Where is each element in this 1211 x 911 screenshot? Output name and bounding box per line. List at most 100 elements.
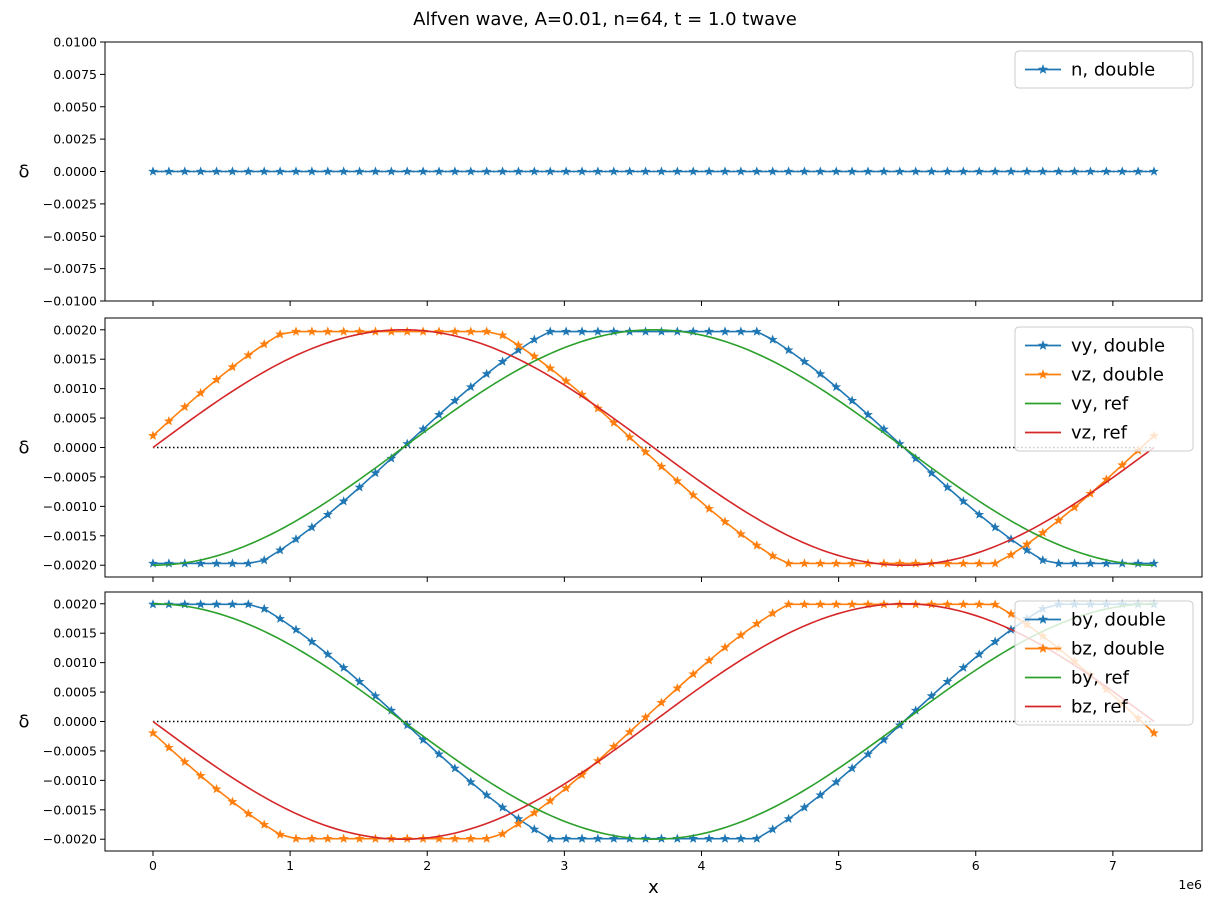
data-point bbox=[497, 356, 508, 366]
data-point bbox=[799, 356, 810, 366]
x-tick-label: 5 bbox=[835, 858, 843, 873]
data-point bbox=[306, 326, 317, 336]
data-point bbox=[243, 558, 254, 568]
data-point bbox=[561, 375, 572, 386]
data-point bbox=[434, 749, 444, 759]
data-point bbox=[259, 339, 270, 349]
data-point bbox=[958, 166, 969, 176]
data-point bbox=[195, 599, 206, 609]
data-point bbox=[990, 522, 1001, 532]
data-layer bbox=[148, 166, 1159, 176]
data-point bbox=[1053, 515, 1064, 525]
y-tick-label: −0.0005 bbox=[43, 743, 97, 758]
panel-1: −0.0100 −0.0075 −0.0050 −0.0025 0.0000 0.0025… bbox=[18, 35, 1203, 309]
panels: −0.0100 −0.0075 −0.0050 −0.0025 0.0000 0.0025… bbox=[18, 35, 1203, 898]
data-point bbox=[338, 496, 349, 506]
series-line-3 bbox=[152, 602, 1155, 841]
data-point bbox=[688, 668, 699, 679]
data-point bbox=[910, 166, 921, 176]
data-point bbox=[354, 326, 365, 336]
data-point bbox=[990, 166, 1001, 176]
data-point bbox=[291, 534, 301, 544]
data-point bbox=[942, 166, 953, 176]
data-point bbox=[465, 776, 476, 787]
data-point bbox=[831, 381, 842, 392]
data-point bbox=[990, 636, 1001, 646]
data-point bbox=[481, 833, 492, 843]
data-point bbox=[720, 516, 730, 526]
data-point bbox=[704, 166, 715, 176]
data-point bbox=[338, 662, 349, 672]
data-point bbox=[513, 818, 524, 829]
data-point bbox=[783, 344, 794, 355]
y-tick-label: −0.0015 bbox=[43, 528, 97, 543]
data-point bbox=[465, 381, 476, 392]
legend-label: by, double bbox=[1071, 610, 1166, 631]
y-tick-label: 0.0020 bbox=[53, 596, 97, 611]
data-point bbox=[735, 166, 746, 176]
y-tick-label: 0.0000 bbox=[53, 440, 97, 455]
data-point bbox=[322, 833, 333, 843]
data-point bbox=[465, 833, 476, 843]
y-tick-label: 0.0050 bbox=[53, 99, 97, 114]
data-point bbox=[179, 756, 190, 767]
data-point bbox=[259, 603, 270, 613]
data-point bbox=[211, 166, 222, 176]
data-point bbox=[1021, 539, 1032, 549]
data-point bbox=[306, 166, 317, 176]
panel-2: −0.0020 −0.0015 −0.0010 −0.0005 0.0000 0.0005… bbox=[18, 317, 1203, 582]
data-point bbox=[211, 558, 222, 568]
data-point bbox=[1053, 558, 1064, 568]
data-point bbox=[672, 683, 683, 693]
data-point bbox=[640, 446, 651, 457]
data-point bbox=[211, 783, 222, 794]
data-point bbox=[163, 416, 174, 426]
y-tick-label: 0.0000 bbox=[53, 164, 97, 179]
panel-3: −0.0020 −0.0015 −0.0010 −0.0005 0.0000 0.0005… bbox=[18, 591, 1203, 898]
y-axis-label: δ bbox=[18, 162, 29, 183]
legend-box bbox=[1014, 600, 1194, 726]
data-point bbox=[465, 326, 476, 336]
data-point bbox=[1149, 558, 1159, 568]
data-point bbox=[370, 690, 381, 701]
y-axis-label: δ bbox=[18, 712, 29, 733]
data-point bbox=[974, 558, 985, 568]
data-point bbox=[815, 368, 826, 379]
y-tick-label: 0.0005 bbox=[53, 411, 97, 426]
data-point bbox=[847, 558, 858, 568]
data-point bbox=[561, 166, 572, 176]
data-point bbox=[529, 334, 540, 344]
figure-title: Alfven wave, A=0.01, n=64, t = 1.0 twave bbox=[413, 9, 797, 30]
data-point bbox=[561, 783, 572, 793]
y-tick-label: −0.0050 bbox=[43, 229, 97, 244]
data-point bbox=[306, 833, 317, 843]
y-axis-label: δ bbox=[18, 438, 29, 459]
data-point bbox=[656, 697, 667, 707]
data-point bbox=[958, 558, 969, 568]
data-point bbox=[799, 599, 810, 609]
data-point bbox=[704, 503, 715, 513]
data-point bbox=[449, 763, 460, 773]
data-point bbox=[863, 749, 873, 759]
data-point bbox=[656, 461, 667, 471]
data-point bbox=[672, 166, 683, 176]
data-point bbox=[767, 608, 778, 618]
data-point bbox=[735, 630, 746, 640]
data-point bbox=[878, 424, 889, 434]
legend-label: vy, ref bbox=[1071, 394, 1129, 415]
data-point bbox=[1085, 558, 1096, 568]
data-point bbox=[195, 558, 206, 568]
data-point bbox=[608, 741, 619, 751]
data-point bbox=[481, 166, 492, 176]
data-point bbox=[592, 833, 603, 843]
data-point bbox=[1101, 166, 1112, 176]
y-tick-label: 0.0075 bbox=[53, 67, 97, 82]
data-point bbox=[1021, 545, 1032, 555]
data-point bbox=[751, 326, 762, 336]
data-point bbox=[338, 326, 349, 336]
data-point bbox=[148, 166, 158, 176]
data-point bbox=[291, 833, 301, 843]
data-point bbox=[322, 326, 333, 336]
x-axis-label: x bbox=[648, 877, 659, 898]
data-point bbox=[322, 509, 333, 519]
